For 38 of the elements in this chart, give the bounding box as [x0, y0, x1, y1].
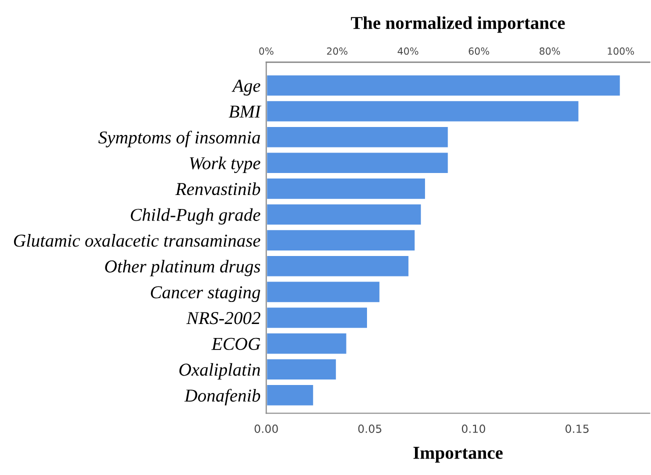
x2-tick-label: 20%: [327, 47, 348, 55]
y-tick-label: Oxaliplatin: [179, 363, 260, 380]
bar: [266, 332, 348, 356]
x2-tick-label: 40%: [398, 47, 418, 55]
y-tick-label: Cancer staging: [150, 286, 260, 302]
bar: [266, 74, 622, 98]
bar: [266, 151, 450, 175]
bar: [266, 280, 382, 304]
x2-tick-label: 100%: [608, 47, 634, 55]
y-tick-label: Age: [232, 80, 260, 96]
bar: [266, 228, 416, 252]
bar: [266, 383, 315, 407]
bar: [266, 358, 338, 382]
x2-tick-label: 60%: [468, 47, 490, 55]
y-tick-label: Donafenib: [184, 388, 260, 406]
y-tick-label: Renvastinib: [175, 182, 260, 196]
bar: [266, 306, 369, 330]
y-tick-label: Symptoms of insomnia: [98, 130, 260, 148]
y-tick-label: NRS-2002: [186, 312, 260, 324]
x-tick-label: 0.15: [566, 424, 589, 433]
bar: [266, 254, 410, 278]
y-tick-label: Glutamic oxalacetic transaminase: [14, 234, 260, 247]
y-tick-label: Child-Pugh grade: [130, 208, 260, 225]
x-tick-label: 0.10: [462, 424, 486, 433]
y-tick-label: BMI: [228, 106, 262, 118]
x2-tick-label: 0%: [259, 47, 274, 55]
bar: [266, 99, 580, 124]
y-tick-label: Other platinum drugs: [105, 260, 260, 276]
bar: [266, 125, 450, 149]
bar: [266, 176, 427, 200]
y-tick-label: Work type: [190, 156, 260, 174]
x-axis-title: Importance: [413, 446, 503, 463]
x-tick-label: 0.00: [254, 424, 278, 433]
bar: [266, 202, 423, 226]
chart-title: The normalized importance: [350, 16, 565, 33]
y-tick-label: ECOG: [211, 338, 260, 350]
x2-tick-label: 80%: [540, 47, 560, 55]
x-tick-label: 0.05: [358, 424, 382, 433]
